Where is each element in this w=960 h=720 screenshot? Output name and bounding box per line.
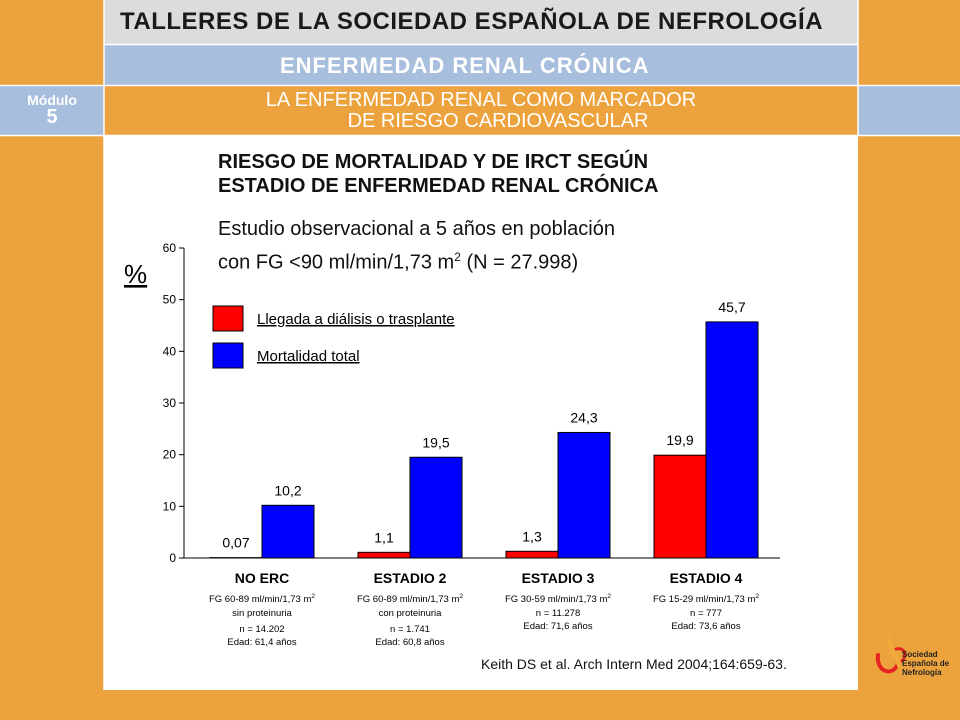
category-n: n = 777 (690, 608, 722, 619)
data-label: 0,07 (222, 535, 249, 551)
category-proteinuria: con proteinuria (379, 608, 443, 619)
bar-mortality (409, 456, 463, 559)
data-label: 1,1 (374, 529, 394, 545)
category-age: Edad: 71,6 años (523, 621, 592, 632)
study-description: Estudio observacional a 5 años en poblac… (218, 215, 615, 277)
category-proteinuria: sin proteinuria (232, 608, 292, 619)
bar-dialysis (505, 550, 559, 559)
module-number: 5 (46, 106, 58, 128)
sen-logo-icon (875, 636, 907, 674)
y-tick-label: 0 (169, 551, 176, 565)
bar-dialysis (357, 551, 411, 559)
bar-mortality (705, 321, 759, 559)
y-tick-label: 60 (163, 241, 177, 255)
y-tick-label: 20 (163, 448, 177, 462)
header-subtitle: ENFERMEDAD RENAL CRÓNICA (104, 45, 858, 86)
slide-heading-line-1: RIESGO DE MORTALIDAD Y DE IRCT SEGÚN (218, 151, 649, 173)
y-tick-label: 30 (163, 396, 177, 410)
bar-mortality (557, 431, 611, 559)
category-label: NO ERC (235, 570, 289, 586)
logo-line-3: Nefrología (902, 668, 942, 677)
category-fg: FG 30-59 ml/min/1,73 m2 (505, 593, 611, 605)
category-age: Edad: 60,8 años (375, 637, 444, 648)
data-label: 24,3 (570, 409, 597, 425)
logo-text: Sociedad Española de Nefrología (902, 650, 960, 677)
data-label: 19,9 (666, 432, 693, 448)
category-label: ESTADIO 3 (522, 570, 595, 586)
category-n: n = 14.202 (239, 624, 284, 635)
corner-box (858, 86, 960, 135)
y-axis-label: % (124, 259, 147, 289)
topic-title: LA ENFERMEDAD RENAL COMO MARCADOR DE RIE… (104, 86, 858, 135)
category-label: ESTADIO 2 (374, 570, 447, 586)
module-badge: Módulo 5 (0, 86, 104, 135)
category-label: ESTADIO 4 (670, 570, 743, 586)
bar-dialysis (653, 454, 707, 559)
legend-label: Mortalidad total (257, 348, 360, 365)
data-label: 1,3 (522, 528, 542, 544)
study-line-1: Estudio observacional a 5 años en poblac… (218, 218, 615, 240)
data-label: 45,7 (718, 299, 745, 315)
study-line-2-superscript: 2 (454, 250, 461, 264)
category-n: n = 11.278 (536, 608, 580, 619)
category-fg: FG 60-89 ml/min/1,73 m2 (357, 593, 463, 605)
study-line-2-text: con FG <90 ml/min/1,73 m (218, 251, 455, 274)
slide-heading-line-2: ESTADIO DE ENFERMEDAD RENAL CRÓNICA (218, 175, 659, 197)
topic-line-1: LA ENFERMEDAD RENAL COMO MARCADOR (265, 89, 697, 111)
logo-line-2: Española de (902, 659, 950, 668)
legend-label: Llegada a diálisis o trasplante (257, 311, 455, 328)
topic-line-2: DE RIESGO CARDIOVASCULAR (347, 110, 649, 132)
category-fg: FG 15-29 ml/min/1,73 m2 (653, 593, 759, 605)
category-fg: FG 60-89 ml/min/1,73 m2 (209, 593, 315, 605)
legend-swatch (212, 305, 244, 332)
y-tick-label: 50 (163, 293, 177, 307)
study-line-2: con FG <90 ml/min/1,73 m2 (N = 27.998) (218, 243, 615, 277)
bar-mortality (261, 504, 315, 559)
citation: Keith DS et al. Arch Intern Med 2004;164… (481, 656, 787, 672)
data-label: 19,5 (422, 434, 449, 450)
slide-heading: RIESGO DE MORTALIDAD Y DE IRCT SEGÚN EST… (218, 150, 658, 198)
category-age: Edad: 73,6 años (671, 621, 740, 632)
study-line-2-tail: (N = 27.998) (460, 251, 579, 274)
category-age: Edad: 61,4 años (227, 637, 296, 648)
logo-line-1: Sociedad (902, 650, 938, 659)
category-n: n = 1.741 (390, 624, 430, 635)
module-label: Módulo (27, 92, 77, 108)
y-tick-label: 40 (163, 344, 177, 358)
header-title: TALLERES DE LA SOCIEDAD ESPAÑOLA DE NEFR… (104, 0, 858, 44)
data-label: 10,2 (274, 482, 301, 498)
legend-swatch (212, 342, 244, 369)
y-tick-label: 10 (163, 499, 177, 513)
